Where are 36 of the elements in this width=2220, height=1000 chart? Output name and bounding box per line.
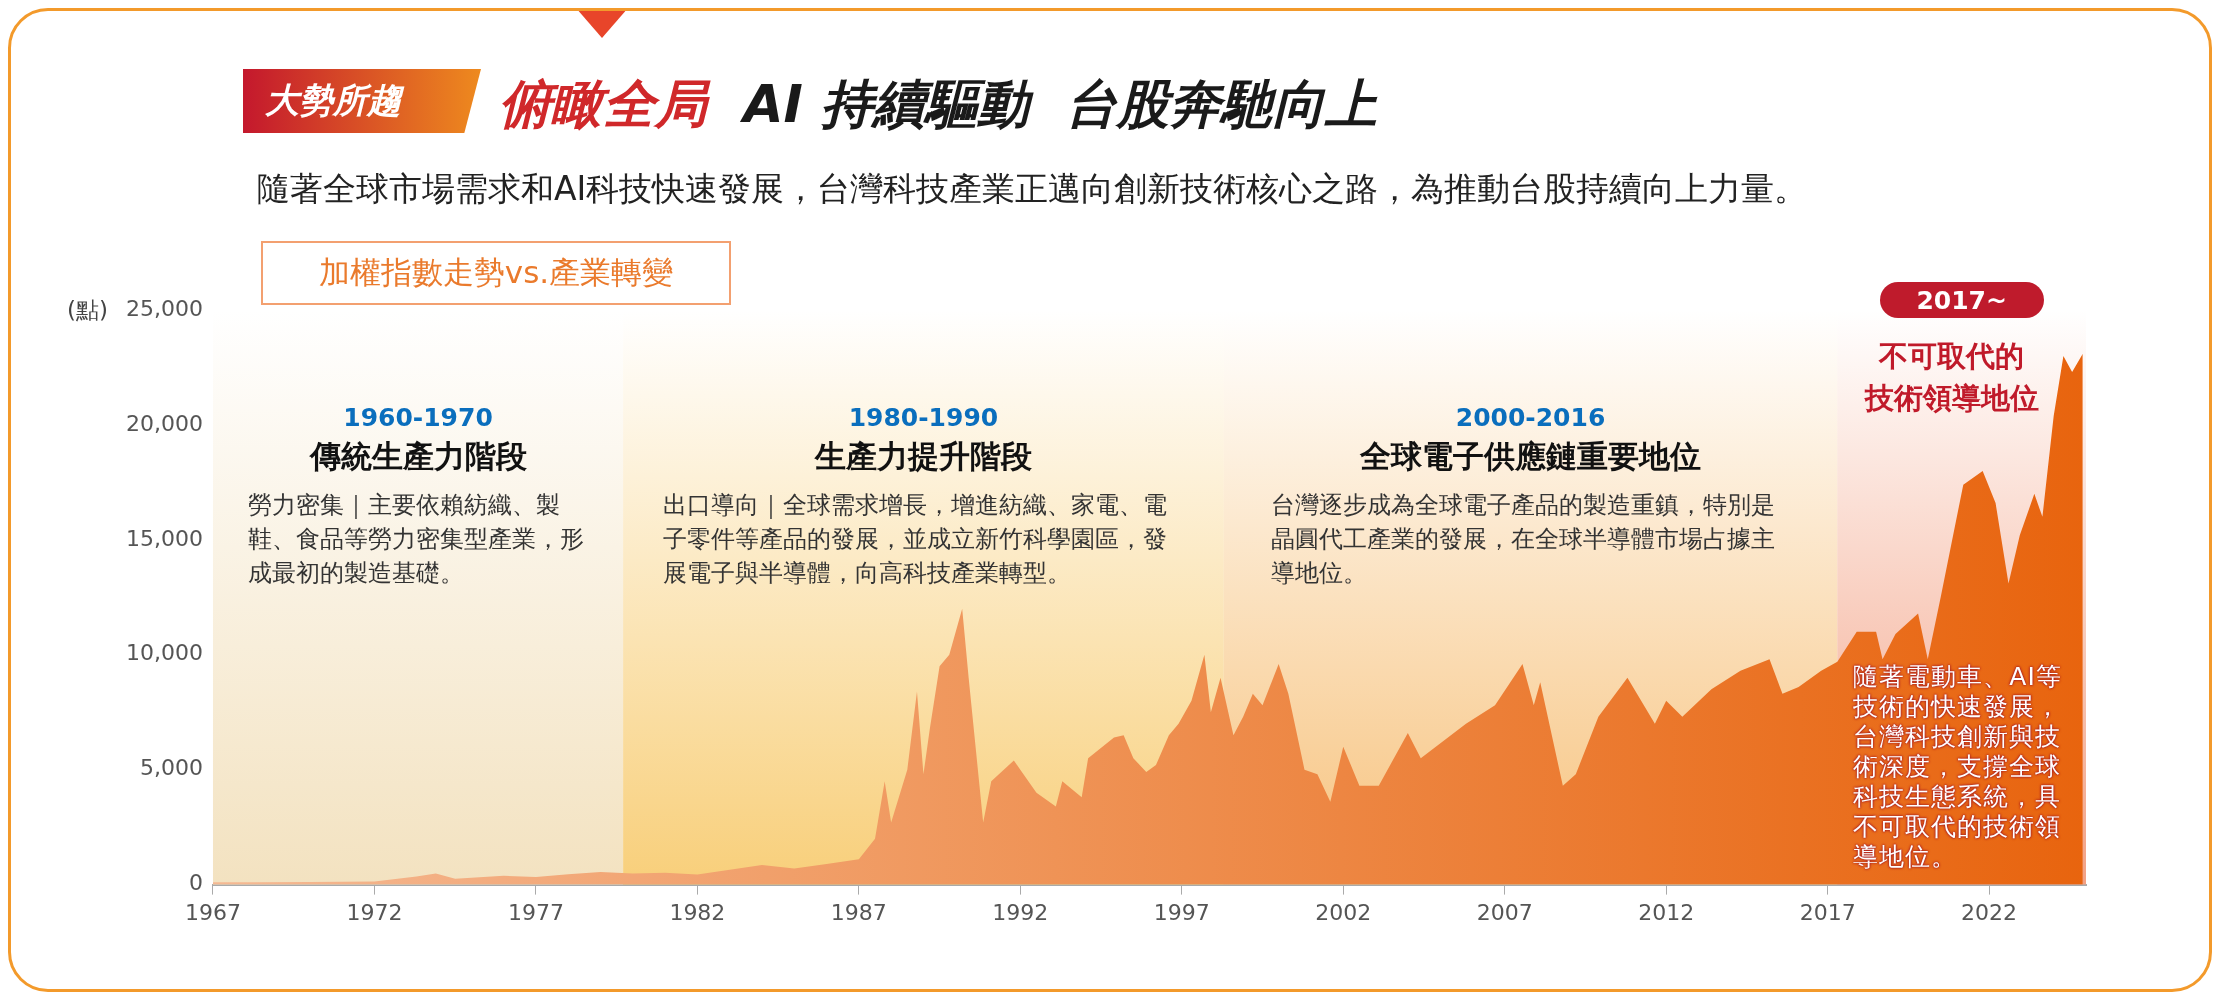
x-tick-label: 1987 <box>830 899 887 925</box>
y-tick-label: 20,000 <box>125 410 203 436</box>
x-tick-label: 2002 <box>1315 899 1372 925</box>
annotation: 生產力提升階段 <box>813 437 1033 476</box>
band-label: 2000-2016 <box>1454 402 1607 434</box>
x-tick-label: 1997 <box>1153 899 1210 925</box>
x-tick-label: 1972 <box>346 899 403 925</box>
y-tick-label: 0 <box>188 870 203 896</box>
x-tick-label: 2022 <box>1961 899 2018 925</box>
text: 大勢所趨 <box>243 69 481 133</box>
annotation: 全球電子供應鏈重要地位 <box>1359 437 1703 476</box>
y-tick-label: 10,000 <box>125 640 203 666</box>
x-tick-label: 1977 <box>507 899 564 925</box>
x-tick-label: 1967 <box>184 899 241 925</box>
y-tick-label: 5,000 <box>139 755 203 781</box>
band-label: 1980-1990 <box>847 402 1000 434</box>
chart-title: 俯瞰全局 AI 持續驅動 台股奔馳向上 <box>499 74 1378 134</box>
chart-subtitle: 隨著全球市場需求和AI科技快速發展，台灣科技產業正邁向創新技術核心之路，為推動台股持續向上力量。 <box>257 168 1808 210</box>
y-tick-label: 15,000 <box>125 525 203 551</box>
x-tick-label: 2012 <box>1638 899 1695 925</box>
y-tick-label: 25,000 <box>125 295 203 321</box>
annotation: 不可取代的 <box>1877 338 2026 375</box>
y-axis-title: (點) <box>66 296 108 325</box>
band-label: 2017~ <box>1879 282 2044 318</box>
x-tick-label: 2017 <box>1799 899 1856 925</box>
annotation: 傳統生產力階段 <box>308 437 528 476</box>
text: 加權指數走勢vs.產業轉變 <box>261 241 731 305</box>
band-label: 1960-1970 <box>342 402 494 434</box>
annotation: 隨著電動車、AI等技術的快速發展，台灣科技創新與技術深度，支撐全球科技生態系統，具不可取代的技術領導地位。 <box>1853 662 2063 872</box>
x-tick-label: 1982 <box>669 899 726 925</box>
x-tick-label: 2007 <box>1476 899 1533 925</box>
annotation: 台灣逐步成為全球電子產品的製造重鎮，特別是晶圓代工產業的發展，在全球半導體市場占據主導地位。 <box>1270 490 1776 589</box>
x-tick-label: 1992 <box>992 899 1049 925</box>
annotation: 勞力密集｜主要依賴紡織、製鞋、食品等勞力密集型產業，形成最初的製造基礎。 <box>247 490 585 589</box>
annotation: 技術領導地位 <box>1863 380 2040 417</box>
annotation: 出口導向｜全球需求增長，增進紡織、家電、電子零件等產品的發展，並成立新竹科學園區，發展電子與半導體，向高科技產業轉型。 <box>663 490 1169 589</box>
